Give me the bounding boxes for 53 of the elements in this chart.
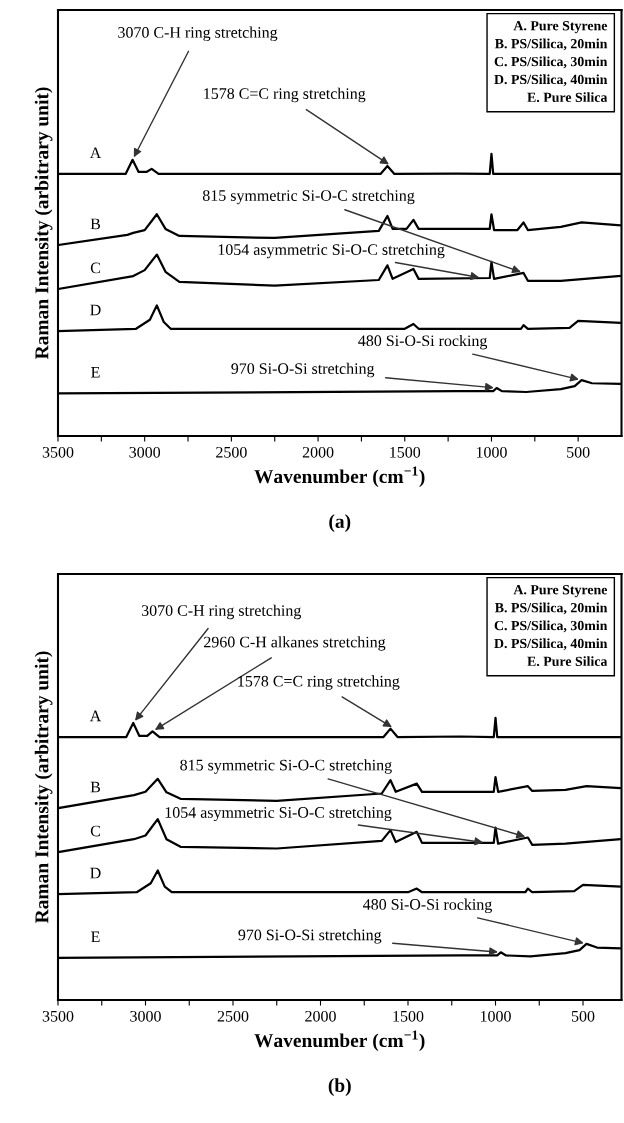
x-tick-label: 2500: [216, 446, 247, 458]
x-axis-title: Wavenumber (cm$^{−1}$): [254, 466, 425, 488]
annotation: 480 Si-O-Si rocking: [358, 334, 488, 350]
annotation: 815 symmetric Si-O-C stretching: [180, 759, 392, 774]
annotation: 3070 C-H ring stretching: [118, 26, 278, 42]
series-label: C: [90, 262, 100, 274]
text: A. Pure Styrene: [513, 21, 608, 34]
y-axis-title: Raman Intensity (arbitrary unit): [34, 87, 53, 360]
series-label: B: [90, 781, 101, 793]
text: C. PS/Silica, 30min: [494, 620, 608, 633]
annotation: 1578 C=C ring stretching: [238, 675, 400, 690]
text: E. Pure Silica: [527, 92, 608, 103]
series-label: D: [90, 867, 101, 879]
x-tick-label: 500: [571, 1010, 595, 1022]
text: E. Pure Silica: [527, 656, 608, 667]
x-tick-label: 3500: [42, 446, 74, 458]
annotation: 480 Si-O-Si rocking: [363, 898, 492, 914]
x-tick-label: 3500: [42, 1010, 74, 1022]
x-tick-label: 1500: [390, 446, 421, 458]
series-label: A: [89, 710, 102, 722]
annotation: 970 Si-O-Si stretching: [231, 362, 375, 378]
y-axis-title: Raman Intensity (arbitrary unit): [34, 651, 53, 924]
x-axis-title: Wavenumber (cm$^{−1}$): [254, 1030, 425, 1052]
series-label: E: [91, 367, 100, 378]
series-label: B: [90, 218, 101, 230]
x-tick-label: 1500: [393, 1010, 424, 1022]
x-tick-label: 1000: [476, 446, 507, 458]
annotation: 970 Si-O-Si stretching: [238, 929, 382, 944]
annotation: 2960 C-H alkanes stretching: [204, 636, 386, 651]
text: B. PS/Silica, 20min: [494, 602, 608, 615]
series-label: C: [90, 825, 100, 837]
x-tick-label: 2000: [305, 1010, 336, 1022]
text: B. PS/Silica, 20min: [494, 38, 608, 51]
series-label: E: [91, 931, 100, 943]
annotation: 1054 asymmetric Si-O-C stretching: [218, 243, 445, 259]
annotation: 1054 asymmetric Si-O-C stretching: [165, 806, 392, 822]
x-tick-label: 500: [567, 446, 590, 458]
text: (b): [328, 1078, 351, 1096]
series-label: D: [90, 304, 101, 316]
text: C. PS/Silica, 30min: [494, 56, 608, 69]
annotation: 1578 C=C ring stretching: [204, 87, 366, 103]
x-tick-label: 2500: [217, 1010, 249, 1022]
text: (a): [329, 514, 351, 532]
x-tick-label: 3000: [129, 446, 161, 458]
annotation: 3070 C-H ring stretching: [141, 604, 302, 620]
annotation: 815 symmetric Si-O-C stretching: [202, 189, 415, 205]
text: A. Pure Styrene: [513, 585, 608, 598]
x-tick-label: 3000: [130, 1010, 161, 1022]
x-tick-label: 2000: [302, 446, 334, 458]
text: D. PS/Silica, 40min: [494, 74, 608, 87]
text: D. PS/Silica, 40min: [494, 638, 608, 651]
x-tick-label: 1000: [480, 1010, 511, 1022]
series-label: A: [89, 147, 102, 159]
